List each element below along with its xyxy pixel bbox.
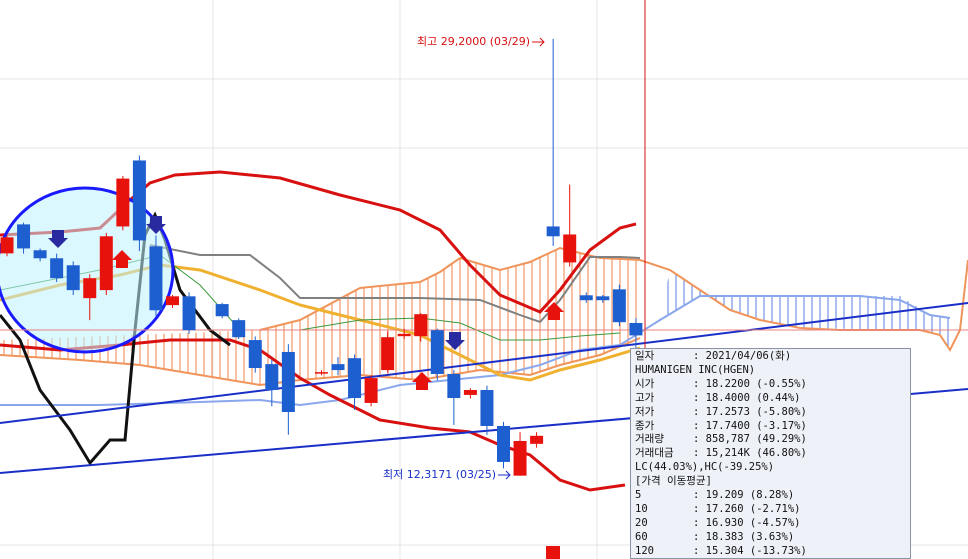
candle-body [513,440,527,476]
tooltip-label: 시가 [635,377,655,390]
candle-body [132,160,146,241]
tooltip-row: 거래대금 : 15,214K (46.80%) [635,447,906,461]
tooltip-label: HUMANIGEN INC(HGEN) [635,363,756,376]
tooltip-value: : 18.2200 (-0.55%) [693,377,807,390]
candle-body [50,258,64,279]
tooltip-label: 5 [635,489,642,502]
tooltip-label: 20 [635,516,648,529]
tooltip-label: LC(44.03%),HC(-39.25%) [635,461,775,474]
tooltip-label: 저가 [635,405,655,418]
tooltip-row: 일자 : 2021/04/06(화) [635,350,906,364]
candle-body [381,337,395,371]
candle-body [149,246,163,311]
candle-body [0,237,14,254]
tooltip-value: : 15,214K (46.80%) [693,447,807,460]
tooltip-row: 저가 : 17.2573 (-5.80%) [635,406,906,420]
tooltip-row: 5 : 19.209 (8.28%) [635,489,906,503]
tooltip-label: 거래량 [635,433,664,446]
candle-body [463,390,477,395]
tooltip-row: [가격 이동평균] [635,475,906,489]
tooltip-value: : 17.2573 (-5.80%) [693,405,807,418]
candle-body [546,226,560,237]
tooltip-row: 종가 : 17.7400 (-3.17%) [635,420,906,434]
candle-body [116,178,130,227]
candle-body [99,236,113,291]
tooltip-row: 10 : 17.260 (-2.71%) [635,503,906,517]
low-annotation: 최저 12,3171 (03/25) [383,468,496,481]
tooltip-row: 시가 : 18.2200 (-0.55%) [635,378,906,392]
candle-body [430,330,444,374]
candle-body [265,364,279,391]
tooltip-label: 거래대금 [635,447,674,460]
candle-body [497,425,510,462]
tooltip-label: 일자 [635,350,655,362]
candle-body [33,250,47,259]
tooltip-value: : 18.383 (3.63%) [693,530,795,543]
candle-body [331,364,345,371]
tooltip-value: : 15.304 (-13.73%) [693,544,807,557]
candle-body [17,224,31,249]
volume-bar [546,546,560,559]
candle-body [480,390,494,426]
arrows [48,216,564,390]
candle-body [281,351,295,413]
tooltip-value: : 17.7400 (-3.17%) [693,419,807,432]
tooltip-row: LC(44.03%),HC(-39.25%) [635,461,906,475]
candle-body [629,322,643,336]
candle-body [83,278,97,299]
tooltip-row: 20 : 16.930 (-4.57%) [635,517,906,531]
arrow [498,470,511,480]
tooltip-value: : 18.4000 (0.44%) [693,391,801,404]
tooltip-value: : 19.209 (8.28%) [693,489,795,502]
candle-body [314,372,328,374]
candle-body [232,320,246,338]
candle-body [348,358,362,399]
candle-body [447,373,461,399]
candle-body [596,296,610,301]
tooltip-label: 120 [635,544,654,557]
tooltip-row: 60 : 18.383 (3.63%) [635,531,906,545]
candle-body [248,340,262,369]
tooltip-value: : 17.260 (-2.71%) [693,502,801,515]
tooltip-row: 거래량 : 858,787 (49.29%) [635,433,906,447]
candle-body [215,304,229,317]
tooltip-label: 종가 [635,419,655,432]
tooltip-row: 고가 : 18.4000 (0.44%) [635,392,906,406]
candle-body [530,435,544,444]
tooltip-value: : 858,787 (49.29%) [693,433,807,446]
high-annotation: 최고 29,2000 (03/29) [417,35,530,48]
candle-body [166,296,179,306]
tooltip-row: 120 : 15.304 (-13.73%) [635,545,906,559]
candle-body [563,234,577,263]
candle-body [182,296,196,331]
cloud [660,270,950,350]
candle-body [397,333,411,337]
tooltip-label: [가격 이동평균] [635,475,712,488]
tooltip-label: 10 [635,502,648,515]
tooltip-label: 60 [635,530,648,543]
candle-body [414,314,428,337]
tooltip-value: : 16.930 (-4.57%) [693,516,801,529]
arrow [532,37,545,47]
candle-body [612,289,626,323]
candle-body [579,295,593,301]
tooltip-row: HUMANIGEN INC(HGEN) [635,364,906,378]
tooltip: 일자 : 2021/04/06(화) HUMANIGEN INC(HGEN) 시가 : … [630,348,911,559]
tooltip-value: : 2021/04/06(화) [693,350,792,362]
candle-body [66,265,80,291]
candle-body [364,378,378,403]
candles [0,38,643,476]
tooltip-label: 고가 [635,391,655,404]
cloud [0,248,640,385]
